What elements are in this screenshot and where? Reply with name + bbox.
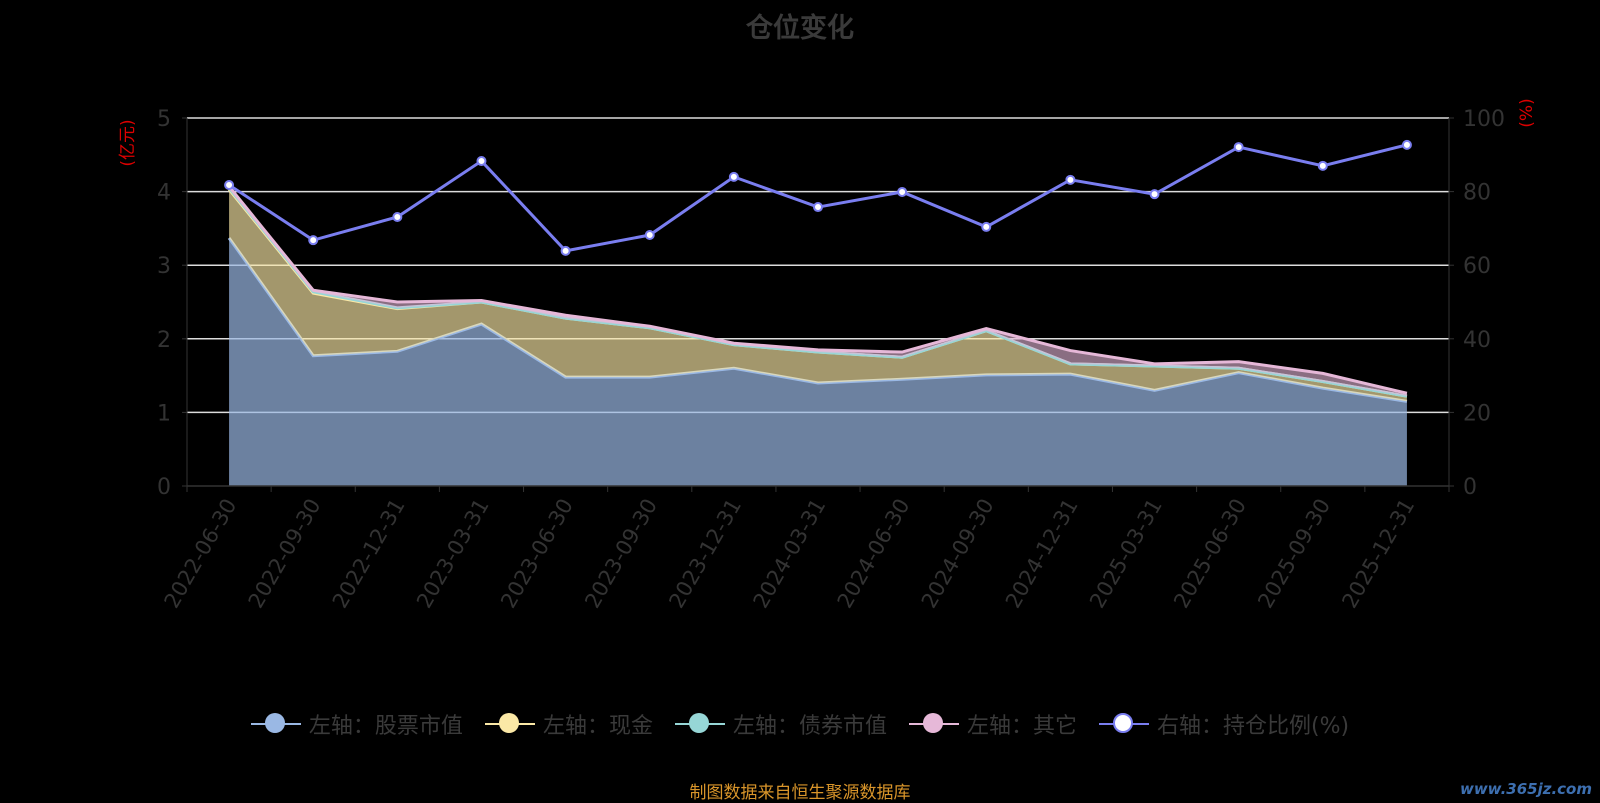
y-tick-label-left: 4: [157, 181, 171, 206]
ratio-point: [1065, 174, 1076, 185]
legend-label: 左轴：股票市值: [308, 714, 463, 739]
ratio-point: [560, 245, 571, 256]
legend-item[interactable]: 左轴：其它: [908, 708, 1077, 740]
ratio-point: [813, 202, 823, 213]
ratio-point: [897, 186, 908, 197]
ratio-point: [476, 156, 487, 167]
legend-marker-icon: [484, 711, 535, 737]
ratio-line: [228, 143, 1408, 253]
legend-item[interactable]: 左轴：股票市值: [250, 708, 463, 740]
x-tick-label: 2023-12-31: [664, 495, 746, 613]
x-tick-label: 2023-09-30: [580, 495, 662, 613]
ratio-point: [392, 211, 403, 222]
legend-item[interactable]: 左轴：债券市值: [674, 708, 887, 740]
y-tick-label-right: 80: [1463, 181, 1491, 206]
x-tick-label: 2024-09-30: [917, 495, 999, 613]
legend: 左轴：股票市值 左轴：现金 左轴：债券市值 左轴：其它 右轴：持仓比例(%): [0, 708, 1600, 740]
legend-label: 左轴：债券市值: [732, 714, 887, 739]
legend-label: 右轴：持仓比例(%): [1156, 714, 1350, 739]
x-tick-label: 2024-03-31: [749, 495, 831, 613]
legend-marker-icon: [674, 711, 725, 737]
watermark: www.365jz.com: [1459, 780, 1592, 798]
x-tick-label: 2023-06-30: [496, 495, 578, 613]
area-1: [229, 189, 1407, 402]
y-tick-label-left: 5: [157, 107, 171, 132]
legend-marker-icon: [908, 711, 959, 737]
x-tick-label: 2024-06-30: [833, 495, 915, 613]
ratio-point: [1317, 160, 1328, 171]
y-tick-label-right: 0: [1463, 475, 1477, 500]
y-tick-label-right: 100: [1463, 107, 1505, 132]
legend-item[interactable]: 右轴：持仓比例(%): [1098, 708, 1350, 740]
y-tick-label-right: 20: [1463, 401, 1491, 426]
ratio-point: [981, 221, 992, 232]
legend-label: 左轴：其它: [966, 714, 1077, 739]
y-tick-label-right: 40: [1463, 328, 1491, 353]
x-tick-label: 2025-09-30: [1253, 495, 1335, 613]
ratio-point: [1233, 142, 1244, 153]
source-note: 制图数据来自恒生聚源数据库: [689, 783, 911, 803]
y-tick-label-left: 3: [157, 254, 171, 279]
area-0: [229, 237, 1407, 486]
area-3: [229, 186, 1407, 397]
ratio-point: [1149, 189, 1160, 200]
x-tick-label: 2022-06-30: [160, 495, 242, 613]
ratio-point: [308, 235, 319, 246]
x-tick-label: 2023-03-31: [412, 495, 494, 613]
legend-label: 左轴：现金: [542, 714, 653, 739]
y-axis-label-left: (亿元): [118, 119, 138, 166]
y-tick-label-left: 1: [157, 401, 171, 426]
legend-marker-icon: [1098, 711, 1149, 737]
legend-item[interactable]: 左轴：现金: [484, 708, 653, 740]
y-tick-label-right: 60: [1463, 254, 1491, 279]
x-tick-label: 2025-12-31: [1337, 495, 1419, 613]
x-tick-label: 2022-09-30: [244, 495, 326, 613]
y-tick-label-left: 0: [157, 475, 171, 500]
x-tick-label: 2025-03-31: [1085, 495, 1167, 613]
x-tick-label: 2022-12-31: [328, 495, 410, 613]
y-axis-label-right: (%): [1517, 98, 1537, 127]
y-tick-label-left: 2: [157, 328, 171, 353]
ratio-point: [728, 171, 739, 182]
area-line-3: [227, 185, 1408, 395]
chart-title: 仓位变化: [746, 13, 854, 44]
legend-marker-icon: [250, 711, 301, 737]
ratio-point: [1401, 139, 1412, 150]
ratio-point: [644, 230, 655, 241]
ratio-point: [224, 179, 235, 190]
x-tick-label: 2025-06-30: [1169, 495, 1251, 613]
x-tick-label: 2024-12-31: [1001, 495, 1083, 613]
